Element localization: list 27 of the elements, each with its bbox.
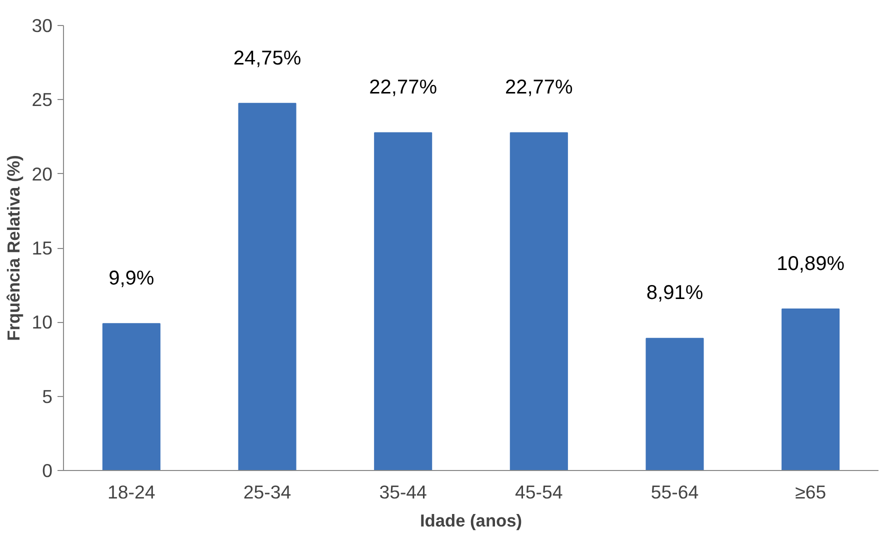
bar xyxy=(646,338,704,470)
y-tick-label: 10 xyxy=(32,312,53,333)
data-label: 9,9% xyxy=(108,268,154,290)
y-tick-label: 25 xyxy=(32,89,53,110)
x-tick-label: ≥65 xyxy=(795,482,826,502)
bar xyxy=(102,323,160,470)
bar xyxy=(510,132,568,470)
y-tick-label: 0 xyxy=(42,460,53,481)
data-label: 22,77% xyxy=(369,76,438,99)
bar xyxy=(238,102,296,470)
bar xyxy=(374,132,432,470)
y-axis-title: Frquência Relativa (%) xyxy=(4,155,24,341)
data-label: 10,89% xyxy=(776,252,845,275)
y-tick-label: 20 xyxy=(32,163,53,184)
data-label: 24,75% xyxy=(233,47,302,70)
x-tick-label: 35-44 xyxy=(379,482,427,502)
data-label: 8,91% xyxy=(646,282,704,304)
y-tick-label: 30 xyxy=(32,15,53,36)
x-tick-label: 45-54 xyxy=(515,482,563,502)
x-tick-label: 18-24 xyxy=(108,482,156,502)
x-tick-label: 25-34 xyxy=(243,482,292,502)
y-tick-label: 15 xyxy=(32,238,53,258)
x-tick-label: 55-64 xyxy=(650,482,699,502)
y-tick-label: 5 xyxy=(42,386,53,407)
x-axis-title: Idade (anos) xyxy=(420,510,522,530)
data-label: 22,77% xyxy=(505,76,574,99)
bar xyxy=(782,308,840,470)
